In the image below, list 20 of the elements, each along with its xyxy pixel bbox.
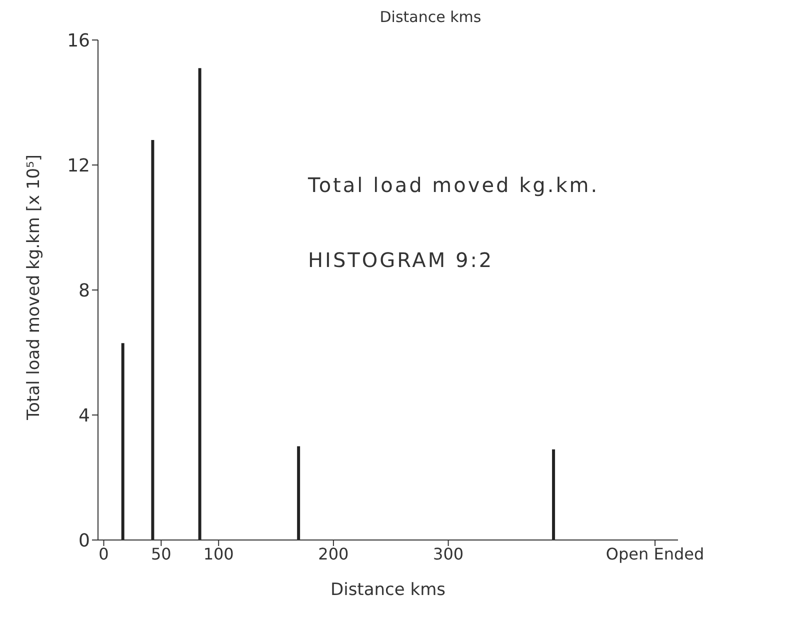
y-tick-label: 12 — [67, 155, 90, 176]
y-tick-label: 4 — [78, 405, 90, 426]
y-axis-title: Total load moved kg.km [x 10⁵] — [24, 154, 44, 421]
x-tick-label: 0 — [98, 544, 109, 564]
bar — [297, 446, 300, 540]
x-tick-label: 100 — [203, 544, 234, 564]
x-tick-label: 200 — [318, 544, 349, 564]
x-axis-title: Distance kms — [330, 580, 446, 600]
y-tick-label: 16 — [67, 30, 90, 52]
bar — [151, 140, 154, 540]
x-tick-label: Open Ended — [606, 544, 704, 564]
y-tick-label: 8 — [78, 280, 90, 302]
x-tick-label: 50 — [150, 544, 172, 564]
annotation: Total load moved kg.km. — [308, 173, 600, 197]
bar — [121, 343, 124, 540]
annotation: HISTOGRAM 9:2 — [308, 248, 494, 272]
x-tick-label: 300 — [433, 544, 464, 564]
bar — [552, 449, 556, 540]
bar — [198, 68, 202, 540]
chart-title: Distance kms — [378, 8, 482, 28]
